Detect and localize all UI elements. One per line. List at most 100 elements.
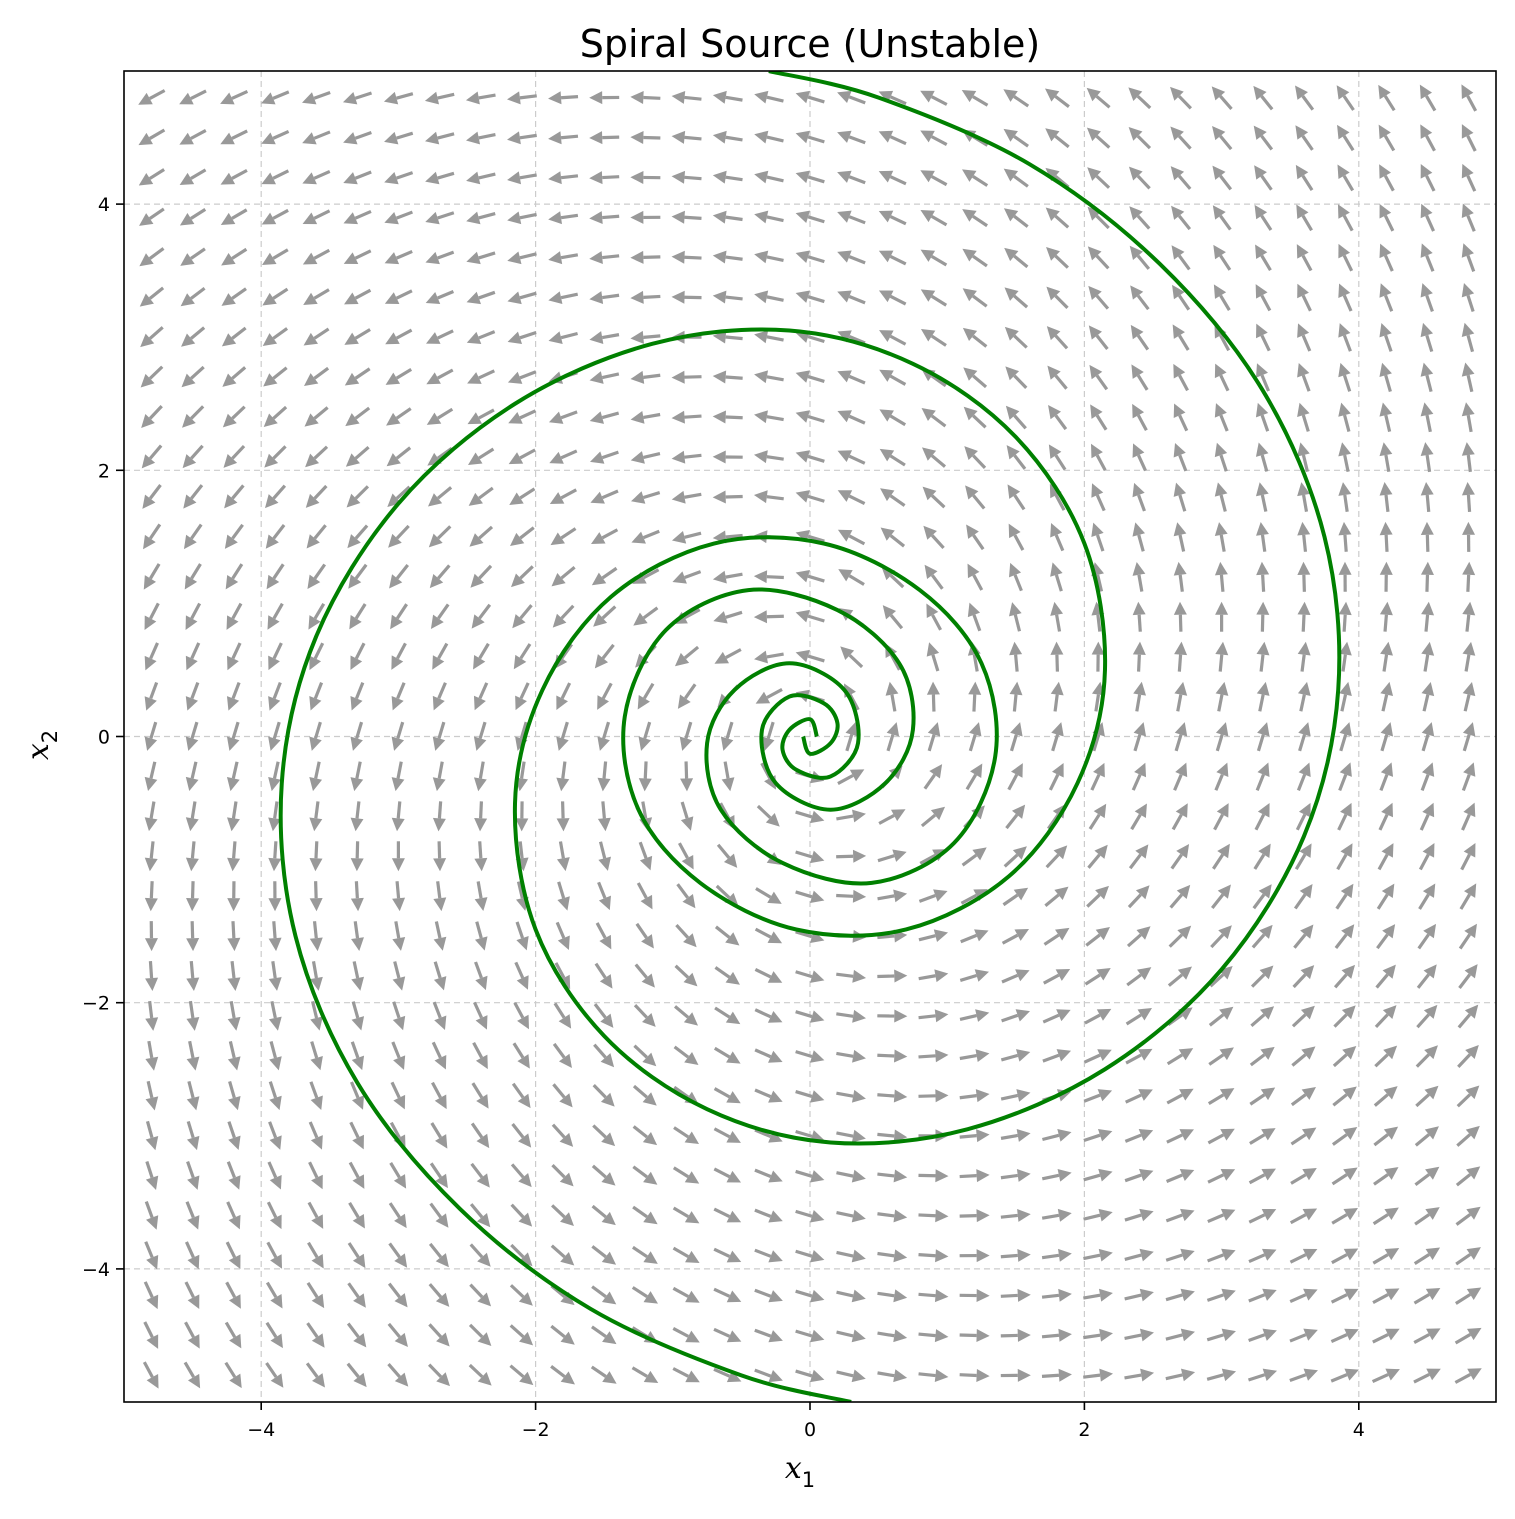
field-arrow-shaft xyxy=(643,375,660,377)
x-tick-label: 4 xyxy=(1353,1419,1365,1441)
field-arrow-shaft xyxy=(1001,1295,1018,1296)
field-arrow-shaft xyxy=(1345,535,1346,552)
field-arrow-shaft xyxy=(275,841,276,858)
field-arrow-shaft xyxy=(1386,535,1387,552)
field-arrow-shaft xyxy=(1179,655,1180,672)
field-arrow-shaft xyxy=(151,841,153,858)
field-arrow-shaft xyxy=(685,177,702,178)
field-arrow-shaft xyxy=(726,496,743,497)
field-arrow-shaft xyxy=(767,497,784,499)
field-arrow-shaft xyxy=(561,176,578,178)
field-arrow-shaft xyxy=(1468,575,1469,592)
x-tick-label: 2 xyxy=(1078,1419,1090,1441)
field-arrow-shaft xyxy=(960,1375,977,1376)
field-arrow-shaft xyxy=(836,974,853,976)
field-arrow-shaft xyxy=(918,1215,935,1216)
field-arrow-shaft xyxy=(1302,655,1304,672)
chart-title: Spiral Source (Unstable) xyxy=(580,22,1041,66)
field-arrow-shaft xyxy=(1057,655,1058,672)
field-arrow-shaft xyxy=(439,841,440,858)
field-arrow-shaft xyxy=(398,801,400,818)
field-arrow-shaft xyxy=(1083,1375,1100,1377)
field-arrow-shaft xyxy=(315,921,317,938)
field-arrow-shaft xyxy=(877,1095,894,1096)
field-arrow-shaft xyxy=(1427,495,1429,512)
field-arrow-shaft xyxy=(1001,1255,1018,1256)
field-arrow-shaft xyxy=(1468,455,1470,472)
field-arrow-shaft xyxy=(767,616,784,617)
field-arrow-shaft xyxy=(602,216,619,217)
field-arrow-shaft xyxy=(602,177,619,178)
field-arrow-shaft xyxy=(1098,615,1100,632)
field-arrow-shaft xyxy=(356,881,357,898)
field-arrow-shaft xyxy=(877,1134,894,1136)
y-axis-label-base: x xyxy=(21,743,56,760)
field-arrow-shaft xyxy=(520,841,522,858)
field-arrow-shaft xyxy=(397,881,399,898)
field-arrow-shaft xyxy=(726,377,743,378)
field-arrow-shaft xyxy=(836,856,853,857)
field-arrow-shaft xyxy=(1139,655,1140,672)
field-arrow-shaft xyxy=(726,257,743,259)
field-arrow-shaft xyxy=(960,1096,977,1098)
field-arrow-shaft xyxy=(1220,655,1222,672)
field-arrow-shaft xyxy=(192,841,194,858)
field-arrow-shaft xyxy=(877,1214,894,1216)
field-arrow-shaft xyxy=(1385,615,1386,632)
field-arrow-shaft xyxy=(1468,495,1469,512)
field-arrow-shaft xyxy=(520,96,537,98)
field-arrow-shaft xyxy=(1042,1295,1059,1297)
field-arrow-shaft xyxy=(1426,615,1428,632)
field-arrow-shaft xyxy=(1042,1335,1059,1337)
field-arrow-shaft xyxy=(1055,695,1057,712)
field-arrow-shaft xyxy=(960,1136,977,1138)
field-arrow-shaft xyxy=(1344,615,1345,632)
field-arrow-shaft xyxy=(686,761,687,778)
field-arrow-shaft xyxy=(1001,1215,1018,1217)
field-arrow-shaft xyxy=(877,1174,894,1176)
field-arrow-shaft xyxy=(1014,695,1016,712)
field-arrow-shaft xyxy=(685,137,702,139)
field-arrow-shaft xyxy=(1304,575,1305,592)
field-arrow-shaft xyxy=(150,1001,152,1018)
field-arrow-shaft xyxy=(1016,655,1018,672)
field-arrow-shaft xyxy=(438,881,440,898)
x-axis-label-sub: 1 xyxy=(802,1468,815,1492)
field-arrow-shaft xyxy=(274,921,275,938)
field-arrow-shaft xyxy=(877,976,894,977)
field-arrow-shaft xyxy=(1001,1175,1018,1177)
field-arrow-shaft xyxy=(439,801,440,818)
field-arrow-shaft xyxy=(232,961,234,978)
field-arrow-shaft xyxy=(1427,575,1428,592)
y-tick-label: 0 xyxy=(98,727,110,749)
field-arrow-shaft xyxy=(645,761,646,778)
field-arrow-shaft xyxy=(1042,1375,1059,1376)
field-arrow-shaft xyxy=(561,97,578,98)
field-arrow-shaft xyxy=(726,337,743,339)
field-arrow-shaft xyxy=(604,761,606,778)
field-arrow-shaft xyxy=(233,921,234,938)
field-arrow-shaft xyxy=(643,137,660,138)
field-arrow-shaft xyxy=(602,256,619,258)
field-arrow-shaft xyxy=(481,801,482,818)
x-tick-label: −2 xyxy=(522,1419,550,1441)
field-arrow-shaft xyxy=(919,1374,936,1376)
field-arrow-shaft xyxy=(1263,575,1264,592)
y-tick-label: 4 xyxy=(98,194,110,216)
field-arrow-shaft xyxy=(1221,575,1223,592)
field-arrow-shaft xyxy=(1180,615,1181,632)
field-arrow-shaft xyxy=(643,296,660,297)
y-axis-label-sub: 2 xyxy=(38,730,62,743)
field-arrow-shaft xyxy=(316,841,317,858)
field-arrow-shaft xyxy=(192,921,193,938)
field-arrow-shaft xyxy=(685,217,702,218)
field-arrow-shaft xyxy=(726,297,743,299)
field-arrow-shaft xyxy=(919,1056,936,1057)
field-arrow-shaft xyxy=(726,417,743,418)
field-arrow-shaft xyxy=(150,961,151,978)
field-arrow-shaft xyxy=(316,881,317,898)
field-arrow-shaft xyxy=(602,137,619,138)
field-arrow-shaft xyxy=(563,801,564,818)
